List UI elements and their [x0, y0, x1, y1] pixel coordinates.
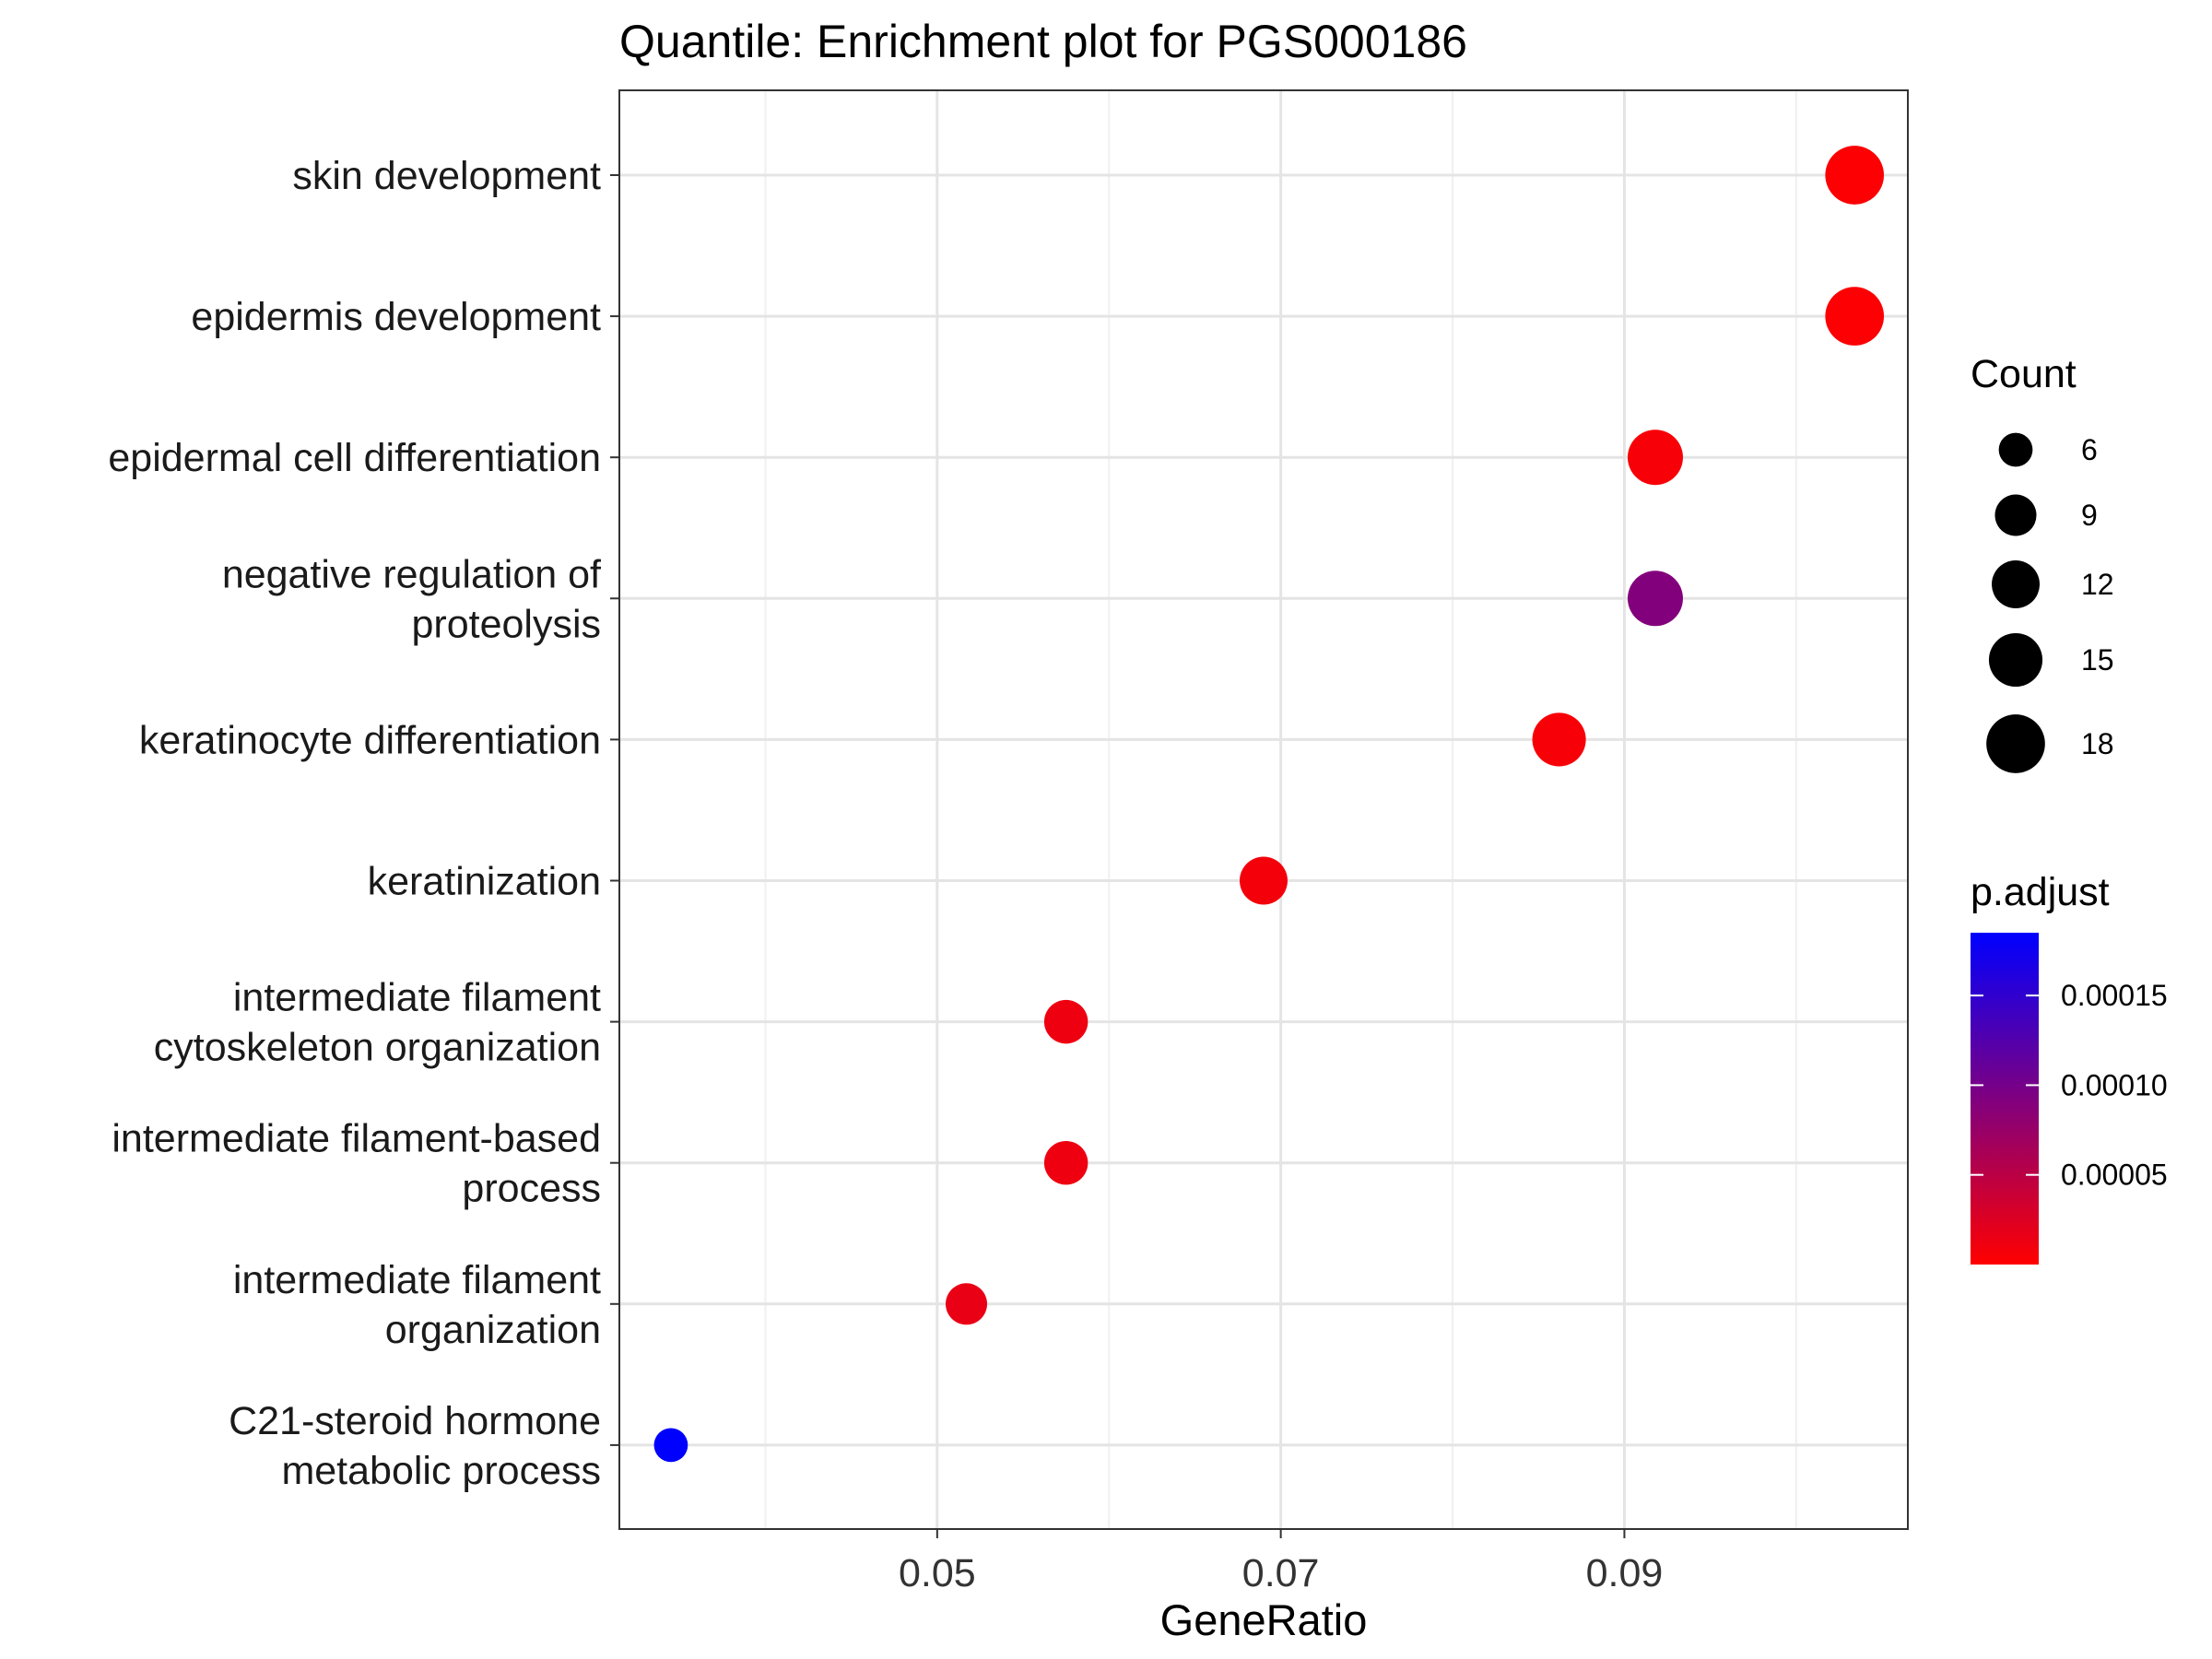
category-label-line: epidermal cell differentiation — [108, 436, 601, 480]
category-label-line: organization — [385, 1308, 601, 1352]
x-tick-label: 0.07 — [1242, 1551, 1320, 1595]
padj-legend-label: 0.00010 — [2061, 1068, 2168, 1101]
x-tick-label: 0.09 — [1586, 1551, 1664, 1595]
count-legend-key — [1992, 560, 2040, 608]
count-legend-label: 15 — [2081, 643, 2114, 677]
category-label-line: keratinization — [368, 860, 601, 904]
category-label-line: intermediate filament-based — [112, 1117, 601, 1161]
data-point — [1043, 999, 1088, 1044]
category-label: intermediate filament organization — [233, 1258, 601, 1352]
data-point — [1627, 571, 1683, 627]
category-label-line: intermediate filament — [233, 1258, 601, 1302]
data-point — [1825, 287, 1885, 346]
count-legend: 6 9 12 15 18 — [1986, 432, 2114, 773]
category-label: intermediate filament cytoskeleton organi… — [154, 976, 601, 1070]
count-legend-key — [1994, 494, 2037, 536]
category-label: intermediate filament-based process — [112, 1117, 601, 1211]
category-label-line: epidermis development — [191, 295, 601, 339]
category-label: keratinocyte differentiation — [139, 718, 601, 762]
padj-colorbar — [1971, 933, 2039, 1265]
category-label-line: process — [462, 1167, 601, 1211]
category-label: skin development — [292, 154, 601, 198]
count-legend-key — [1998, 432, 2033, 467]
category-label-line: negative regulation of — [222, 552, 602, 596]
data-point — [653, 1428, 688, 1463]
category-label: epidermal cell differentiation — [108, 436, 601, 480]
category-label: C21-steroid hormone metabolic process — [229, 1399, 601, 1493]
padj-legend-label: 0.00005 — [2061, 1159, 2168, 1192]
data-point — [1627, 429, 1683, 486]
category-label-line: cytoskeleton organization — [154, 1026, 601, 1070]
count-legend-label: 18 — [2081, 727, 2114, 760]
category-label-line: keratinocyte differentiation — [139, 718, 601, 762]
count-legend-label: 6 — [2081, 433, 2098, 466]
data-point — [1043, 1140, 1088, 1185]
category-label-line: proteolysis — [411, 602, 601, 646]
category-label-line: intermediate filament — [233, 976, 601, 1020]
plot-border — [618, 89, 1909, 1530]
category-label-line: C21-steroid hormone — [229, 1399, 601, 1443]
category-label: negative regulation of proteolysis — [222, 552, 602, 646]
count-legend-key — [1988, 632, 2043, 688]
data-point — [1825, 146, 1885, 205]
chart-title: Quantile: Enrichment plot for PGS000186 — [619, 16, 1467, 67]
count-legend-key — [1986, 714, 2045, 773]
category-label-line: skin development — [292, 154, 601, 198]
category-label-line: metabolic process — [281, 1449, 601, 1493]
padj-legend: 0.00005 0.00010 0.00015 — [1971, 979, 2168, 1192]
padj-legend-label: 0.00015 — [2061, 979, 2168, 1012]
padj-legend-title: p.adjust — [1971, 870, 2110, 914]
data-points — [653, 146, 1885, 1463]
category-label: keratinization — [368, 860, 601, 904]
y-axis: skin development epidermis development epi… — [108, 154, 619, 1493]
count-legend-label: 12 — [2081, 568, 2114, 601]
x-tick-label: 0.05 — [899, 1551, 976, 1595]
data-point — [1240, 856, 1288, 905]
data-point — [946, 1283, 988, 1325]
x-axis: 0.05 0.07 0.09 — [899, 1529, 1663, 1595]
category-label: epidermis development — [191, 295, 601, 339]
plot-panel — [619, 90, 1908, 1529]
count-legend-label: 9 — [2081, 499, 2098, 532]
data-point — [1532, 712, 1586, 767]
count-legend-title: Count — [1971, 352, 2077, 396]
x-axis-title: GeneRatio — [1160, 1595, 1368, 1644]
